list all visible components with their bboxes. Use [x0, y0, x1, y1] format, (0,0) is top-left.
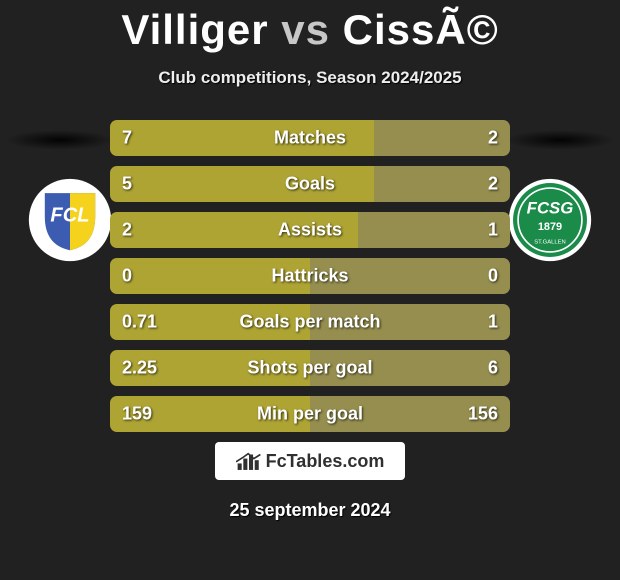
stat-row: 0.71Goals per match1 [110, 304, 510, 340]
date-label: 25 september 2024 [0, 500, 620, 521]
stats-container: 7Matches25Goals22Assists10Hattricks00.71… [110, 120, 510, 442]
brand-name: FcTables.com [266, 451, 385, 472]
stat-row: 0Hattricks0 [110, 258, 510, 294]
title-player-left: Villiger [121, 6, 268, 53]
title-player-right: CissÃ© [343, 6, 499, 53]
stat-label: Hattricks [110, 266, 510, 287]
stat-value-right: 156 [468, 404, 498, 425]
stat-label: Min per goal [110, 404, 510, 425]
stat-value-right: 1 [488, 220, 498, 241]
stat-label: Matches [110, 128, 510, 149]
stat-value-right: 6 [488, 358, 498, 379]
badge-left-text: FCL [50, 205, 89, 227]
stat-row: 2Assists1 [110, 212, 510, 248]
stat-row: 159Min per goal156 [110, 396, 510, 432]
stat-label: Shots per goal [110, 358, 510, 379]
page-title: Villiger vs CissÃ© [0, 0, 620, 54]
stat-label: Goals per match [110, 312, 510, 333]
badge-shadow-right [505, 130, 615, 150]
brand-pill[interactable]: FcTables.com [215, 442, 405, 480]
stat-row: 5Goals2 [110, 166, 510, 202]
title-vs: vs [281, 6, 330, 53]
club-badge-right: FCSG 1879 ST.GALLEN [500, 178, 600, 262]
stat-value-right: 2 [488, 174, 498, 195]
stat-value-right: 1 [488, 312, 498, 333]
bar-chart-icon [236, 450, 262, 472]
stat-label: Goals [110, 174, 510, 195]
badge-right-year: 1879 [538, 221, 562, 233]
club-badge-left: FCL [20, 178, 120, 262]
stat-row: 7Matches2 [110, 120, 510, 156]
fcl-badge-icon: FCL [20, 178, 120, 262]
badge-shadow-left [5, 130, 115, 150]
badge-right-footer: ST.GALLEN [534, 240, 566, 246]
stat-value-right: 0 [488, 266, 498, 287]
fcsg-badge-icon: FCSG 1879 ST.GALLEN [500, 178, 600, 262]
stat-row: 2.25Shots per goal6 [110, 350, 510, 386]
stat-label: Assists [110, 220, 510, 241]
stat-value-right: 2 [488, 128, 498, 149]
badge-right-text: FCSG [527, 198, 574, 217]
subtitle: Club competitions, Season 2024/2025 [0, 68, 620, 88]
